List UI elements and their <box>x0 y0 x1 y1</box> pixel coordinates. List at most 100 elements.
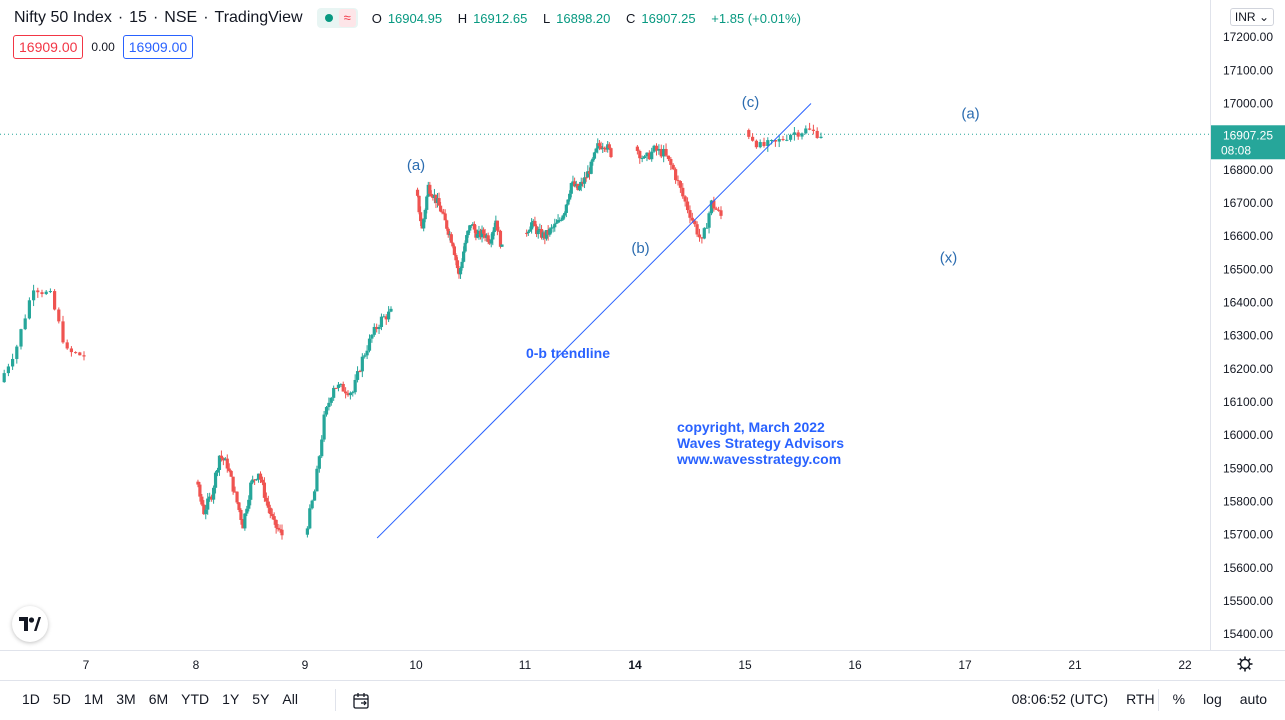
auto-scale-toggle[interactable]: auto <box>1239 691 1267 707</box>
range-button-all[interactable]: All <box>282 691 298 707</box>
time-tick-label: 17 <box>958 658 972 672</box>
candle-body <box>260 479 265 483</box>
candle-body <box>423 209 427 220</box>
symbol-name[interactable]: Nifty 50 Index <box>14 9 112 26</box>
candle-body <box>23 318 27 330</box>
market-status[interactable]: ≈ <box>316 8 358 28</box>
range-button-5d[interactable]: 5D <box>52 691 71 707</box>
candle-body <box>541 232 545 238</box>
candle-body <box>645 152 649 157</box>
candle-body <box>211 487 216 500</box>
price-tick-label: 16700.00 <box>1223 196 1273 210</box>
price-tick-label: 15400.00 <box>1223 627 1273 641</box>
percent-scale-toggle[interactable]: % <box>1172 691 1186 707</box>
candle-body <box>384 316 388 320</box>
candle-body <box>475 234 480 238</box>
utc-clock[interactable]: 08:06:52 (UTC) <box>1011 691 1109 707</box>
price-tick-label: 16600.00 <box>1223 229 1273 243</box>
candle-body <box>635 146 639 151</box>
candle-body <box>262 482 267 498</box>
open-key: O <box>371 10 382 26</box>
tradingview-logo[interactable] <box>12 606 48 642</box>
range-button-1m[interactable]: 1M <box>83 691 104 707</box>
candle-body <box>571 181 575 184</box>
range-button-1y[interactable]: 1Y <box>222 691 240 707</box>
candle-body <box>348 392 352 396</box>
candle-body <box>781 139 785 141</box>
toolbar-divider <box>1158 689 1159 711</box>
toolbar-divider <box>335 689 336 711</box>
price-chart[interactable]: 0-b trendline (a) (b) (c) (x) (a) copyright, M… <box>0 0 1210 650</box>
trendline[interactable] <box>376 103 812 539</box>
goto-date-icon[interactable] <box>352 692 372 710</box>
price-axis[interactable]: 17200.0017100.0017000.0016900.0016800.00… <box>1210 0 1285 650</box>
candle-body <box>272 516 276 520</box>
candle-body <box>213 472 218 488</box>
wave-label: (b) <box>631 240 649 257</box>
candle-body <box>78 352 82 356</box>
candle-body <box>379 316 384 328</box>
interval-label[interactable]: 15 <box>129 9 147 26</box>
chart-settings-icon[interactable] <box>1237 656 1253 672</box>
candle-body <box>766 140 770 147</box>
range-button-6m[interactable]: 6M <box>148 691 169 707</box>
candle-body <box>210 496 214 500</box>
candle-body <box>419 212 423 222</box>
candle-body <box>375 326 379 330</box>
price-tick-label: 16100.00 <box>1223 395 1273 409</box>
close-key: C <box>626 10 636 26</box>
range-button-3m[interactable]: 3M <box>116 691 136 707</box>
time-axis-scale[interactable]: 7 8 9 10 11 14 15 16 17 21 22 <box>0 651 1285 681</box>
time-axis[interactable]: 7 8 9 10 11 14 15 16 17 21 22 <box>0 650 1285 681</box>
candle-body <box>463 242 467 252</box>
exchange-label: NSE <box>164 9 198 26</box>
candle-body <box>469 225 473 227</box>
log-scale-toggle[interactable]: log <box>1203 691 1222 707</box>
candle-body <box>587 171 592 174</box>
candle-body <box>674 169 678 181</box>
candle-body <box>647 152 651 160</box>
candle-body <box>705 227 709 229</box>
buy-button[interactable]: 16909.00 <box>122 35 194 59</box>
copyright-annotation: Waves Strategy Advisors <box>677 435 844 451</box>
candle-body <box>525 232 529 234</box>
range-button-1d[interactable]: 1D <box>22 691 40 707</box>
price-tick-label: 16200.00 <box>1223 362 1273 376</box>
range-button-5y[interactable]: 5Y <box>252 691 270 707</box>
candle-body <box>466 230 470 236</box>
candle-body <box>607 144 611 149</box>
candle-body <box>528 229 532 232</box>
bar-countdown: 08:08 <box>1221 143 1251 157</box>
candle-body <box>546 230 550 235</box>
time-tick-label: 8 <box>193 658 200 672</box>
chart-pane[interactable]: 0-b trendline (a) (b) (c) (x) (a) copyright, M… <box>0 0 1210 650</box>
candle-body <box>688 210 692 218</box>
time-tick-label: 15 <box>738 658 752 672</box>
candle-body <box>324 407 329 415</box>
wave-label: (c) <box>742 94 760 111</box>
candle-body <box>465 235 469 243</box>
candle-body <box>15 346 19 359</box>
candle-body <box>229 470 233 477</box>
session-toggle[interactable]: RTH <box>1126 691 1155 707</box>
candle-body <box>367 338 372 351</box>
price-tick-label: 15600.00 <box>1223 561 1273 575</box>
range-button-ytd[interactable]: YTD <box>181 691 210 707</box>
tv-logo-icon <box>19 617 41 631</box>
sell-button[interactable]: 16909.00 <box>13 35 84 59</box>
candle-body <box>650 151 654 160</box>
candle-body <box>472 224 476 230</box>
candle-body <box>219 455 224 459</box>
candle-body <box>640 158 644 160</box>
price-tick-label: 16800.00 <box>1223 163 1273 177</box>
currency-select[interactable]: INR ⌄ <box>1229 8 1274 26</box>
candle-body <box>579 181 583 186</box>
candle-body <box>702 228 706 239</box>
candle-body <box>445 220 449 229</box>
price-axis-scale[interactable]: 17200.0017100.0017000.0016900.0016800.00… <box>1211 0 1285 650</box>
candle-body <box>559 219 563 221</box>
candle-body <box>576 184 580 190</box>
candle-body <box>596 143 600 149</box>
ohlc-values: O 16904.95 H 16912.65 L 16898.20 C 16907.25 … <box>372 11 807 26</box>
candle-body <box>235 491 239 503</box>
